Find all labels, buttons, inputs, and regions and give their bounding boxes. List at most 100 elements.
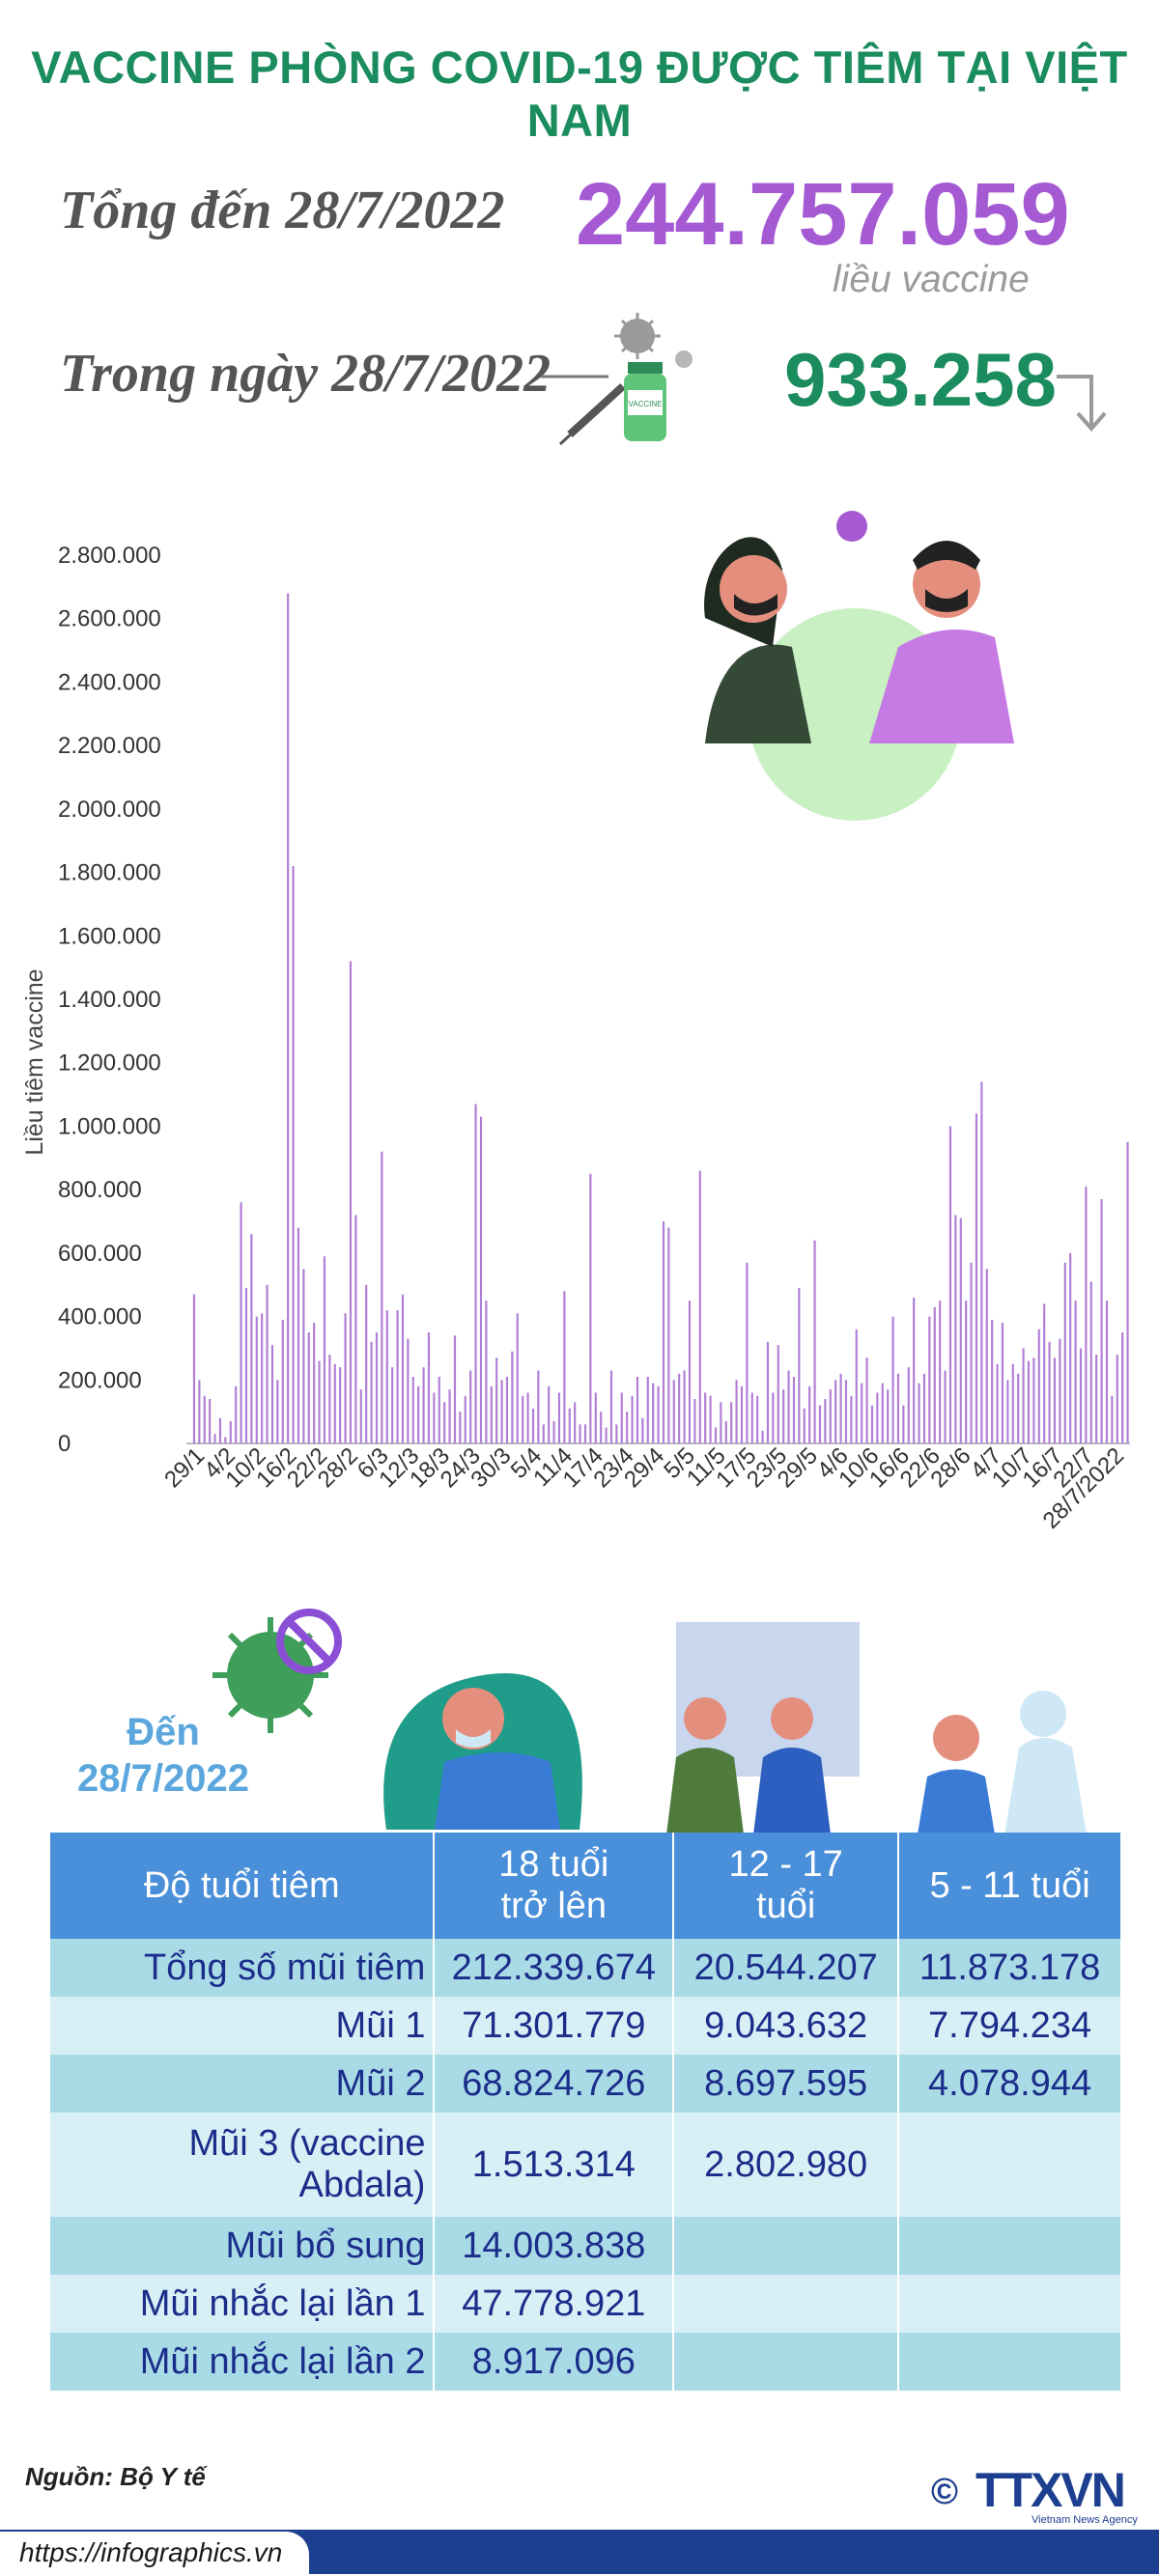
bar xyxy=(292,866,295,1443)
bar xyxy=(975,1113,978,1443)
bar xyxy=(746,1262,749,1443)
y-tick-label: 800.000 xyxy=(58,1177,142,1203)
table-cell: 8.697.595 xyxy=(673,2055,900,2113)
table-cell xyxy=(898,2333,1120,2391)
total-label: Tổng đến 28/7/2022 xyxy=(60,181,505,240)
bar xyxy=(574,1402,577,1443)
bar xyxy=(438,1377,440,1443)
table-row: Tổng số mũi tiêm 212.339.674 20.544.207 11.… xyxy=(50,1939,1120,1997)
bar xyxy=(870,1405,874,1443)
bar xyxy=(333,1363,336,1443)
bar xyxy=(1006,1380,1009,1443)
table-cell: 7.794.234 xyxy=(898,1997,1120,2055)
bar xyxy=(970,1262,973,1443)
bar xyxy=(1074,1301,1077,1443)
bar xyxy=(693,1399,696,1443)
bar xyxy=(861,1383,863,1443)
y-tick-label: 2.600.000 xyxy=(58,606,161,632)
table-cell: 68.824.726 xyxy=(434,2055,675,2113)
bar xyxy=(490,1386,493,1443)
bar xyxy=(339,1367,342,1443)
bar xyxy=(939,1301,942,1443)
bar xyxy=(505,1377,509,1443)
table-cell: 1.513.314 xyxy=(434,2113,675,2217)
bar xyxy=(385,1310,388,1443)
bar xyxy=(667,1227,670,1443)
bar xyxy=(522,1395,524,1443)
bar xyxy=(568,1408,571,1443)
as-of-date: Đến 28/7/2022 xyxy=(77,1709,249,1802)
bar xyxy=(266,1284,269,1443)
bar xyxy=(933,1306,936,1443)
bar xyxy=(417,1386,420,1443)
bar xyxy=(443,1402,446,1443)
bar xyxy=(323,1256,326,1443)
bar xyxy=(855,1329,858,1443)
bar xyxy=(605,1427,608,1443)
bar xyxy=(401,1294,405,1443)
bar xyxy=(270,1345,274,1443)
y-axis: 2.800.000 2.600.000 2.400.000 2.200.000 2.00… xyxy=(58,543,1130,1457)
bar xyxy=(657,1386,660,1443)
bar xyxy=(1111,1395,1114,1443)
bar xyxy=(740,1386,744,1443)
table-cell: 9.043.632 xyxy=(673,1997,900,2055)
bar xyxy=(782,1389,785,1443)
bar xyxy=(672,1380,675,1443)
bar xyxy=(991,1319,994,1443)
table-cell xyxy=(898,2275,1120,2333)
y-tick-label: 1.600.000 xyxy=(58,923,161,949)
table-header-row: Độ tuổi tiêm 18 tuổi trở lên 12 - 17 tuổ… xyxy=(50,1833,1120,1939)
bar xyxy=(359,1389,362,1443)
bar xyxy=(626,1412,629,1443)
bar xyxy=(980,1081,983,1443)
bar xyxy=(224,1437,227,1443)
bar xyxy=(516,1313,519,1443)
bar xyxy=(453,1335,457,1443)
bar xyxy=(724,1421,727,1443)
bar xyxy=(1116,1355,1118,1443)
bar xyxy=(750,1392,753,1443)
table-row: Mũi nhắc lại lần 1 47.778.921 xyxy=(50,2275,1120,2333)
bar xyxy=(583,1424,587,1443)
row-label: Mũi nhắc lại lần 2 xyxy=(50,2333,436,2391)
bar xyxy=(427,1332,431,1443)
bar xyxy=(287,593,290,1443)
adult-vaccinated-illustration xyxy=(383,1673,582,1830)
bar xyxy=(652,1383,655,1443)
vaccination-table-wrapper: Độ tuổi tiêm 18 tuổi trở lên 12 - 17 tuổ… xyxy=(50,1833,1120,2391)
bar xyxy=(1100,1199,1103,1443)
bar xyxy=(834,1380,837,1443)
ttxvn-logo-subtitle: Vietnam News Agency xyxy=(1032,2514,1138,2526)
down-arrow-icon xyxy=(1057,375,1107,433)
header-5-11: 5 - 11 tuổi xyxy=(898,1833,1120,1939)
bar xyxy=(918,1383,920,1443)
table-cell: 14.003.838 xyxy=(434,2217,675,2275)
bar xyxy=(792,1377,796,1443)
bar xyxy=(896,1373,900,1443)
bar xyxy=(839,1373,842,1443)
bar xyxy=(318,1360,321,1443)
bar xyxy=(563,1291,566,1443)
bar xyxy=(798,1288,801,1443)
bar xyxy=(1032,1358,1035,1443)
bar xyxy=(829,1389,832,1443)
table-row: Mũi 2 68.824.726 8.697.595 4.078.944 xyxy=(50,2055,1120,2113)
y-tick-label: 0 xyxy=(58,1431,71,1457)
bar xyxy=(1126,1141,1129,1443)
total-unit: liều vaccine xyxy=(833,259,1030,300)
bar xyxy=(662,1221,665,1443)
table-cell: 212.339.674 xyxy=(434,1939,675,1997)
bar xyxy=(824,1399,827,1443)
header-age-group: Độ tuổi tiêm xyxy=(50,1833,436,1939)
bar xyxy=(600,1412,603,1443)
table-cell: 47.778.921 xyxy=(434,2275,675,2333)
bar xyxy=(965,1301,968,1443)
teen-vaccinated-illustration xyxy=(666,1622,860,1834)
y-axis-label: Liều tiêm vaccine xyxy=(21,968,48,1155)
bar xyxy=(276,1380,279,1443)
bar xyxy=(954,1215,957,1443)
bar xyxy=(391,1367,394,1443)
bar xyxy=(620,1392,623,1443)
footer-url-link[interactable]: https://infographics.vn xyxy=(0,2532,310,2576)
